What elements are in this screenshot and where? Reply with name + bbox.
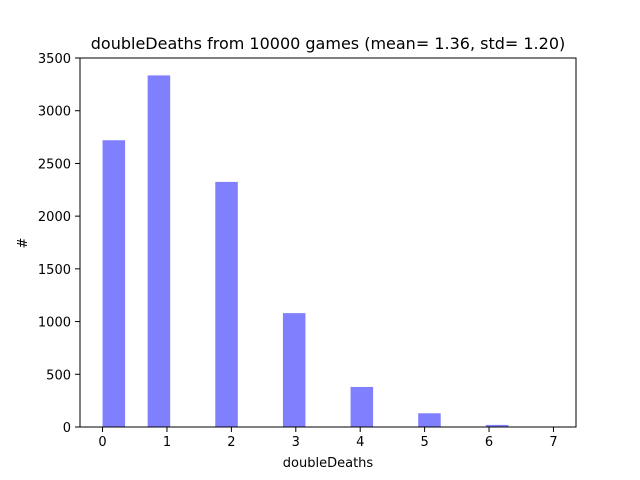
bar — [418, 413, 441, 427]
x-axis-label: doubleDeaths — [283, 456, 374, 471]
y-tick-label: 500 — [46, 368, 71, 383]
bar — [485, 424, 509, 427]
bar — [102, 140, 126, 428]
y-tick-label: 0 — [63, 421, 71, 436]
bar — [282, 313, 306, 427]
x-axis-ticks: 0 1 2 3 4 5 6 7 — [98, 427, 558, 450]
y-tick-label: 2500 — [38, 157, 71, 172]
bar — [147, 75, 171, 428]
bar — [215, 181, 238, 427]
x-tick-label: 3 — [292, 435, 300, 450]
x-tick-label: 2 — [227, 435, 235, 450]
y-axis-ticks: 0 500 1000 1500 2000 2500 3000 3500 — [38, 52, 80, 436]
chart-title: doubleDeaths from 10000 games (mean= 1.3… — [91, 34, 565, 53]
y-axis-label: # — [16, 238, 31, 249]
x-tick-label: 5 — [420, 435, 428, 450]
y-tick-label: 3000 — [38, 105, 71, 120]
y-tick-label: 2000 — [38, 210, 71, 225]
plot-frame — [79, 57, 577, 428]
x-tick-label: 0 — [98, 435, 106, 450]
y-tick-label: 3500 — [38, 52, 71, 67]
x-tick-label: 1 — [163, 435, 171, 450]
y-tick-label: 1500 — [38, 263, 71, 278]
x-tick-label: 6 — [485, 435, 493, 450]
x-tick-label: 7 — [549, 435, 557, 450]
bar — [350, 386, 374, 427]
x-tick-label: 4 — [356, 435, 364, 450]
y-tick-label: 1000 — [38, 316, 71, 331]
bars-group — [102, 75, 509, 428]
